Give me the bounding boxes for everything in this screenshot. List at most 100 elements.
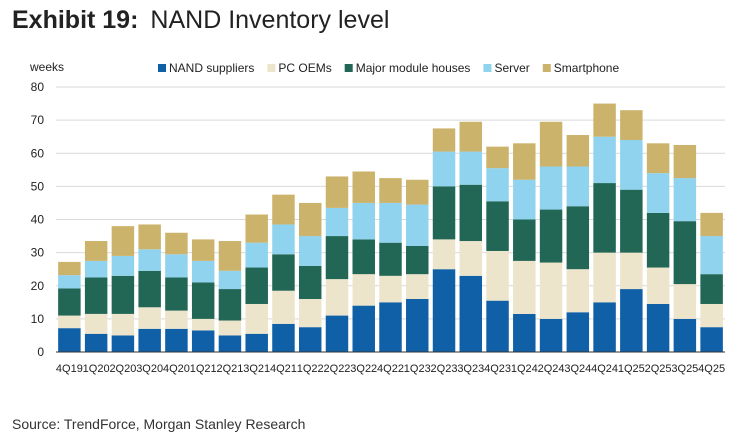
legend-swatch xyxy=(158,64,166,72)
bar-segment xyxy=(111,226,135,256)
bar-segment xyxy=(593,103,616,137)
chart-title: NAND Inventory level xyxy=(150,6,390,34)
bar-segment xyxy=(191,239,215,261)
bar-segment xyxy=(325,315,349,352)
bar-segment xyxy=(406,274,429,299)
bar-segment xyxy=(700,274,723,304)
source-note: Source: TrendForce, Morgan Stanley Resea… xyxy=(12,416,306,432)
bar-segment xyxy=(700,236,723,275)
y-tick-label: 20 xyxy=(31,279,45,293)
bar-segment xyxy=(218,320,242,336)
bar-segment xyxy=(218,289,242,321)
y-tick-label: 60 xyxy=(31,146,45,160)
bar-segment xyxy=(84,260,108,278)
bar-segment xyxy=(379,275,402,303)
legend: NAND suppliers PC OEMs Major module houses… xyxy=(158,61,619,75)
bar-segment xyxy=(620,140,643,190)
bar-segment xyxy=(486,300,509,352)
bar-segment xyxy=(566,135,590,167)
x-tick-label: 3Q20 xyxy=(136,363,163,375)
bar-segment xyxy=(58,315,81,329)
x-tick-label: 1Q22 xyxy=(297,363,324,375)
bar-segment xyxy=(245,267,268,304)
bar-segment xyxy=(593,302,616,352)
bar-segment xyxy=(459,241,483,276)
bar-segment xyxy=(379,202,402,243)
bar-segment xyxy=(700,327,723,352)
y-tick-label: 30 xyxy=(31,246,45,260)
bar-segment xyxy=(459,184,483,242)
legend-swatch xyxy=(267,64,276,72)
bar-segment xyxy=(379,302,402,352)
x-tick-label: 3Q23 xyxy=(457,363,484,375)
bar-segment xyxy=(432,151,456,187)
bar-segment xyxy=(566,269,590,313)
bar-segment xyxy=(165,277,188,311)
bar-segment xyxy=(593,183,616,253)
bar-segment xyxy=(298,236,322,266)
bar-segment xyxy=(673,144,697,179)
x-tick-label: 2Q24 xyxy=(538,363,565,375)
x-tick-label: 4Q22 xyxy=(377,363,404,375)
exhibit-number: Exhibit 19: xyxy=(12,6,139,34)
bar-segment xyxy=(700,212,723,237)
bar-segment xyxy=(406,204,429,246)
bar-segment xyxy=(513,219,536,261)
bar-segment xyxy=(325,207,349,237)
bar-segment xyxy=(352,171,375,203)
bar-segment xyxy=(352,202,375,240)
bar-segment xyxy=(459,275,483,352)
bar-segment xyxy=(432,269,456,352)
bar-segment xyxy=(138,328,161,352)
bar-segment xyxy=(111,313,135,336)
bar-segment xyxy=(298,265,322,300)
x-axis: 4Q19 1Q20 2Q20 3Q20 4Q20 1Q21 2Q21 3Q21 4Q21 1Q22… xyxy=(56,351,725,375)
bars xyxy=(58,103,723,353)
bar-segment xyxy=(646,267,670,304)
bar-segment xyxy=(566,166,590,207)
y-axis: 0 10 20 30 40 50 60 70 80 xyxy=(31,80,45,359)
bar-segment xyxy=(245,242,268,268)
x-tick-label: 2Q20 xyxy=(109,363,136,375)
bar-segment xyxy=(84,241,108,261)
x-tick-label: 3Q21 xyxy=(243,363,270,375)
bar-segment xyxy=(325,176,349,208)
bar-segment xyxy=(165,232,188,255)
y-tick-label: 40 xyxy=(31,213,45,227)
bar-segment xyxy=(165,310,188,329)
bar-segment xyxy=(84,277,108,314)
bar-segment xyxy=(620,252,643,290)
x-tick-label: 4Q19 xyxy=(56,363,83,375)
bar-segment xyxy=(459,151,483,185)
bar-segment xyxy=(486,201,509,251)
y-tick-label: 70 xyxy=(31,113,45,127)
bar-segment xyxy=(539,209,563,263)
bar-segment xyxy=(539,166,563,210)
bar-segment xyxy=(513,313,536,352)
bar-segment xyxy=(138,224,161,250)
bar-segment xyxy=(486,168,509,202)
bar-segment xyxy=(620,189,643,253)
bar-segment xyxy=(58,261,81,276)
bar-segment xyxy=(191,260,215,283)
bar-segment xyxy=(165,328,188,352)
bar-segment xyxy=(513,260,536,314)
x-tick-label: 2Q23 xyxy=(431,363,458,375)
bar-segment xyxy=(138,249,161,271)
bar-segment xyxy=(646,143,670,174)
x-tick-label: 1Q20 xyxy=(83,363,110,375)
bar-segment xyxy=(673,178,697,222)
legend-swatch xyxy=(542,64,551,72)
bar-segment xyxy=(138,270,161,308)
bar-segment xyxy=(218,270,242,290)
bar-segment xyxy=(539,318,563,353)
exhibit-title: Exhibit 19: NAND Inventory level xyxy=(12,6,389,35)
bar-segment xyxy=(352,239,375,275)
bar-segment xyxy=(191,318,215,331)
x-tick-label: 3Q22 xyxy=(350,363,377,375)
bar-segment xyxy=(539,262,563,319)
x-tick-label: 4Q20 xyxy=(163,363,190,375)
legend-label: Smartphone xyxy=(554,61,620,75)
y-tick-label: 10 xyxy=(31,312,45,326)
bar-segment xyxy=(191,330,215,352)
